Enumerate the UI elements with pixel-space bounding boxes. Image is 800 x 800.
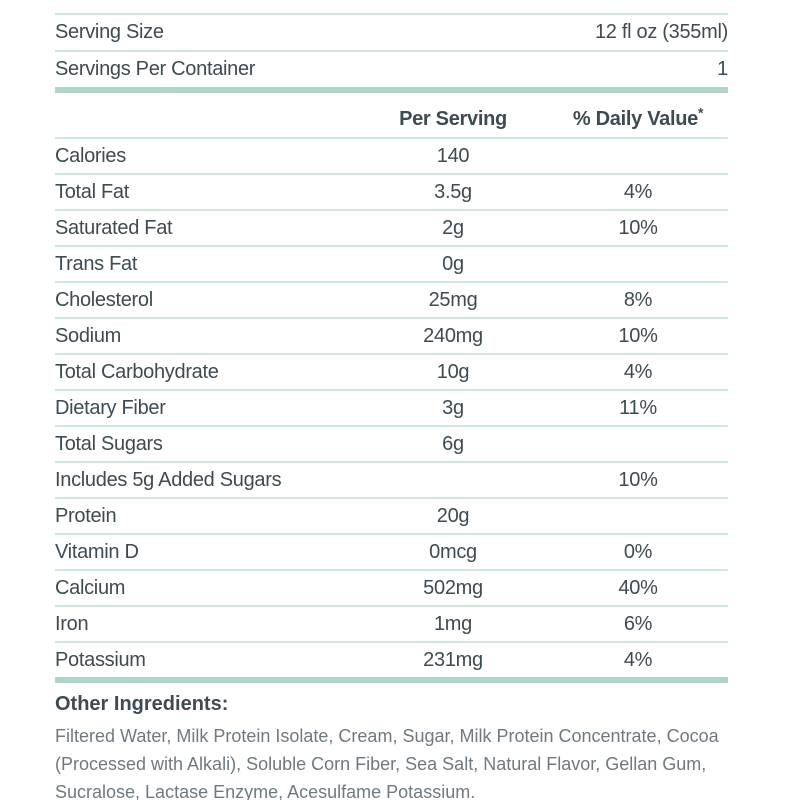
serving-info-section: Serving Size 12 fl oz (355ml) Servings P… (55, 13, 728, 87)
nutrient-amount: 3g (442, 396, 464, 419)
nutrient-label: Potassium (55, 648, 146, 671)
table-row-cholesterol: Cholesterol 25mg 8% (55, 283, 728, 319)
nutrition-table-header: Per Serving % Daily Value* (55, 93, 728, 139)
nutrient-daily-value: 10% (618, 468, 658, 491)
nutrient-label: Vitamin D (55, 540, 139, 563)
table-row-total-carbohydrate: Total Carbohydrate 10g 4% (55, 355, 728, 391)
nutrient-amount: 0g (442, 252, 464, 275)
nutrient-label: Total Fat (55, 180, 129, 203)
nutrient-daily-value: 4% (623, 360, 653, 383)
nutrient-amount: 1mg (433, 612, 472, 635)
nutrient-label: Total Sugars (55, 432, 163, 455)
table-row-total-sugars: Total Sugars 6g (55, 427, 728, 463)
nutrient-label: Sodium (55, 324, 122, 347)
nutrient-amount: 10g (436, 360, 470, 383)
nutrient-amount: 0mcg (429, 540, 477, 563)
nutrient-label: Protein (55, 504, 117, 527)
table-row-added-sugars: Includes 5g Added Sugars 10% (55, 463, 728, 499)
table-row-sodium: Sodium 240mg 10% (55, 319, 728, 355)
serving-size-value: 12 fl oz (355ml) (594, 21, 728, 43)
nutrient-daily-value: 8% (623, 288, 653, 311)
serving-size-label: Serving Size (55, 21, 164, 43)
nutrient-label: Total Carbohydrate (55, 360, 219, 383)
nutrient-daily-value: 10% (618, 324, 658, 347)
nutrient-amount: 20g (436, 504, 470, 527)
thick-divider-top (55, 87, 728, 93)
servings-per-container-label: Servings Per Container (55, 58, 256, 80)
nutrient-daily-value: 4% (623, 180, 653, 203)
nutrient-label: Saturated Fat (55, 216, 173, 239)
other-ingredients-section: Other Ingredients: Filtered Water, Milk … (55, 692, 728, 800)
table-row-trans-fat: Trans Fat 0g (55, 247, 728, 283)
nutrient-amount: 6g (442, 432, 464, 455)
other-ingredients-heading: Other Ingredients: (55, 693, 229, 715)
daily-value-column-header: % Daily Value* (548, 105, 728, 131)
nutrient-amount: 231mg (423, 648, 483, 671)
nutrient-daily-value: 10% (618, 216, 658, 239)
nutrient-amount: 140 (436, 144, 470, 167)
nutrient-label: Includes 5g Added Sugars (55, 468, 282, 491)
table-row-calories: Calories 140 (55, 139, 728, 175)
nutrient-amount: 240mg (423, 324, 483, 347)
table-row-dietary-fiber: Dietary Fiber 3g 11% (55, 391, 728, 427)
nutrient-label: Cholesterol (55, 288, 153, 311)
nutrient-daily-value: 0% (623, 540, 653, 563)
nutrient-amount: 25mg (428, 288, 478, 311)
nutrient-label: Calories (55, 144, 126, 167)
table-row-protein: Protein 20g (55, 499, 728, 535)
nutrition-facts-panel: Serving Size 12 fl oz (355ml) Servings P… (55, 13, 728, 800)
nutrient-label: Calcium (55, 576, 126, 599)
daily-value-header-text: % Daily Value (572, 108, 698, 130)
table-row-vitamin-d: Vitamin D 0mcg 0% (55, 535, 728, 571)
nutrient-label: Trans Fat (55, 252, 138, 275)
nutrient-label: Iron (55, 612, 89, 635)
nutrient-amount: 3.5g (434, 180, 472, 203)
nutrition-table-body: Calories 140 Total Fat 3.5g 4% Saturated… (55, 139, 728, 677)
daily-value-asterisk: * (697, 104, 704, 121)
table-row-total-fat: Total Fat 3.5g 4% (55, 175, 728, 211)
table-row-saturated-fat: Saturated Fat 2g 10% (55, 211, 728, 247)
nutrient-label: Dietary Fiber (55, 396, 166, 419)
thick-divider-bottom (55, 677, 728, 683)
per-serving-column-header: Per Serving (399, 108, 507, 130)
table-row-calcium: Calcium 502mg 40% (55, 571, 728, 607)
nutrient-daily-value: 40% (618, 576, 658, 599)
nutrient-daily-value: 6% (623, 612, 653, 635)
servings-per-container-row: Servings Per Container 1 (55, 52, 728, 87)
table-row-potassium: Potassium 231mg 4% (55, 643, 728, 677)
other-ingredients-text: Filtered Water, Milk Protein Isolate, Cr… (55, 726, 719, 800)
nutrient-daily-value: 11% (619, 396, 657, 419)
servings-per-container-value: 1 (717, 58, 728, 80)
nutrient-amount: 502mg (423, 576, 483, 599)
serving-size-row: Serving Size 12 fl oz (355ml) (55, 15, 728, 52)
table-row-iron: Iron 1mg 6% (55, 607, 728, 643)
nutrient-daily-value: 4% (623, 648, 653, 671)
nutrient-amount: 2g (442, 216, 464, 239)
